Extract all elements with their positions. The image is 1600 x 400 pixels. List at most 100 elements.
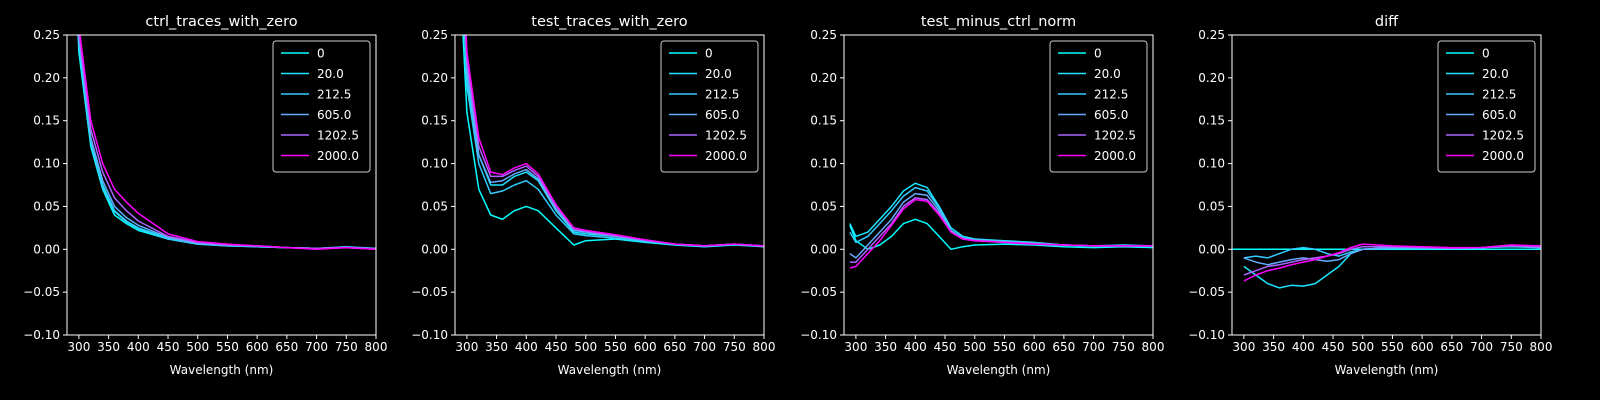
- x-tick-label: 750: [335, 340, 358, 354]
- legend-label: 605.0: [705, 108, 739, 122]
- x-tick-label: 800: [1142, 340, 1165, 354]
- y-tick-label: −0.05: [411, 285, 448, 299]
- legend-label: 1202.5: [317, 129, 359, 143]
- y-tick-label: −0.05: [800, 285, 837, 299]
- chart-panel-3: 300 350 400 450 500 550 600 650 700 750 800 −0.10 −0…: [800, 14, 1164, 377]
- legend: 0 20.0 212.5 605.0 1202.5 2000.0: [272, 40, 371, 173]
- x-tick-label: 600: [246, 340, 269, 354]
- y-tick-label: −0.05: [1188, 285, 1225, 299]
- x-tick-label: 450: [934, 340, 957, 354]
- x-tick-label: 600: [634, 340, 657, 354]
- x-tick-label: 550: [1381, 340, 1404, 354]
- series-group: [849, 182, 1153, 269]
- x-tick-label: 450: [157, 340, 180, 354]
- charts-root: 300 350 400 450 500 550 600 650 700 750 800 −0.10 −0…: [23, 14, 1552, 377]
- x-tick-label: 800: [753, 340, 776, 354]
- x-tick-label: 300: [455, 340, 478, 354]
- y-tick-label: 0.20: [1198, 71, 1225, 85]
- chart-title: diff: [1375, 14, 1399, 30]
- x-tick-label: 400: [904, 340, 927, 354]
- legend-label: 0: [317, 47, 325, 61]
- x-tick-label: 700: [693, 340, 716, 354]
- x-tick-label: 500: [1351, 340, 1374, 354]
- x-tick-label: 700: [1470, 340, 1493, 354]
- x-axis-label: Wavelength (nm): [170, 363, 274, 377]
- x-tick-label: 300: [67, 340, 90, 354]
- y-tick-label: 0.20: [810, 71, 837, 85]
- x-axis-label: Wavelength (nm): [947, 363, 1051, 377]
- legend-label: 0: [705, 47, 713, 61]
- legend-label: 20.0: [1094, 67, 1121, 81]
- x-tick-label: 800: [1530, 340, 1553, 354]
- x-tick-label: 800: [365, 340, 388, 354]
- legend-label: 0: [1482, 47, 1490, 61]
- legend-label: 20.0: [317, 67, 344, 81]
- series-group: [77, 35, 376, 251]
- axes-frame: [1231, 34, 1542, 336]
- y-tick-label: 0.05: [1198, 199, 1225, 213]
- x-tick-label: 550: [993, 340, 1016, 354]
- series-line-6: [1243, 243, 1541, 282]
- y-tick-label: 0.25: [1198, 28, 1225, 42]
- x-tick-label: 600: [1023, 340, 1046, 354]
- x-tick-label: 500: [574, 340, 597, 354]
- x-tick-label: 450: [545, 340, 568, 354]
- y-tick-label: 0.15: [421, 114, 448, 128]
- y-tick-label: −0.10: [23, 328, 60, 342]
- legend-label: 20.0: [1482, 67, 1509, 81]
- legend-label: 605.0: [317, 108, 351, 122]
- x-tick-label: 750: [1500, 340, 1523, 354]
- axes-frame: [66, 34, 377, 336]
- series-line-1: [462, 35, 764, 248]
- legend-label: 605.0: [1482, 108, 1516, 122]
- series-line-6: [465, 35, 764, 247]
- legend-label: 1202.5: [1482, 129, 1524, 143]
- axes-frame: [454, 34, 765, 336]
- legend-label: 20.0: [705, 67, 732, 81]
- y-tick-label: −0.10: [1188, 328, 1225, 342]
- legend-label: 212.5: [705, 88, 739, 102]
- y-tick-label: 0.20: [33, 71, 60, 85]
- legend-label: 2000.0: [1482, 149, 1524, 163]
- y-tick-label: 0.05: [421, 199, 448, 213]
- y-tick-label: 0.10: [33, 157, 60, 171]
- y-tick-label: 0.00: [421, 242, 448, 256]
- legend-label: 0: [1094, 47, 1102, 61]
- y-tick-label: 0.25: [33, 28, 60, 42]
- x-tick-label: 500: [963, 340, 986, 354]
- legend-label: 1202.5: [705, 129, 747, 143]
- x-tick-label: 700: [305, 340, 328, 354]
- chart-panel-2: 300 350 400 450 500 550 600 650 700 750 800 −0.10 −0…: [411, 14, 776, 377]
- chart-title: test_traces_with_zero: [531, 14, 688, 30]
- y-tick-label: 0.00: [33, 242, 60, 256]
- x-tick-label: 650: [275, 340, 298, 354]
- y-tick-label: 0.10: [421, 157, 448, 171]
- x-tick-label: 600: [1411, 340, 1434, 354]
- y-tick-label: −0.10: [411, 328, 448, 342]
- legend-label: 605.0: [1094, 108, 1128, 122]
- series-line-6: [849, 198, 1153, 269]
- axes-frame: [843, 34, 1154, 336]
- x-tick-label: 450: [1322, 340, 1345, 354]
- x-tick-label: 550: [216, 340, 239, 354]
- legend: 0 20.0 212.5 605.0 1202.5 2000.0: [1049, 40, 1148, 173]
- x-axis-label: Wavelength (nm): [558, 363, 662, 377]
- y-tick-label: 0.15: [33, 114, 60, 128]
- y-tick-label: 0.15: [810, 114, 837, 128]
- y-tick-label: −0.05: [23, 285, 60, 299]
- x-tick-label: 400: [127, 340, 150, 354]
- x-tick-label: 750: [723, 340, 746, 354]
- x-tick-label: 300: [1232, 340, 1255, 354]
- legend: 0 20.0 212.5 605.0 1202.5 2000.0: [1437, 40, 1536, 173]
- series-line-6: [79, 35, 376, 251]
- legend-label: 1202.5: [1094, 129, 1136, 143]
- x-tick-label: 350: [485, 340, 508, 354]
- x-tick-label: 650: [1440, 340, 1463, 354]
- y-tick-label: 0.25: [810, 28, 837, 42]
- x-tick-label: 650: [1052, 340, 1075, 354]
- x-tick-label: 650: [663, 340, 686, 354]
- x-tick-label: 550: [604, 340, 627, 354]
- chart-panel-4: 300 350 400 450 500 550 600 650 700 750 800 −0.10 −0…: [1188, 14, 1552, 377]
